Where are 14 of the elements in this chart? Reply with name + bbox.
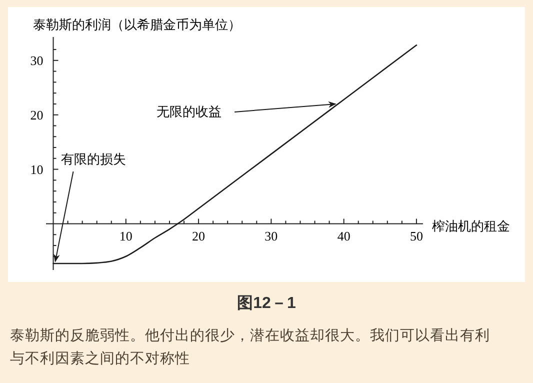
annotation: 无限的收益 (156, 104, 222, 119)
y-tick-label: 30 (30, 52, 44, 68)
x-tick-label: 40 (337, 228, 350, 244)
x-tick-label: 10 (119, 228, 132, 244)
text: 泰勒斯的反脆弱性。他付出的很少，潜在收益却很大。我们可以看出有利与不利因素之间的不对称性 (10, 327, 490, 367)
y-axis-title: 泰勒斯的利润（以希腊金币为单位） (33, 17, 241, 32)
y-tick-label: 10 (30, 162, 44, 177)
annotation: 有限的损失 (60, 151, 126, 166)
x-tick-label: 50 (410, 228, 423, 244)
text: 图12－1 (237, 295, 296, 312)
y-tick-label: 20 (30, 107, 44, 122)
x-axis-title: 榨油机的租金 (432, 218, 510, 234)
x-tick-label: 30 (264, 228, 278, 244)
x-tick-label: 20 (192, 228, 206, 244)
